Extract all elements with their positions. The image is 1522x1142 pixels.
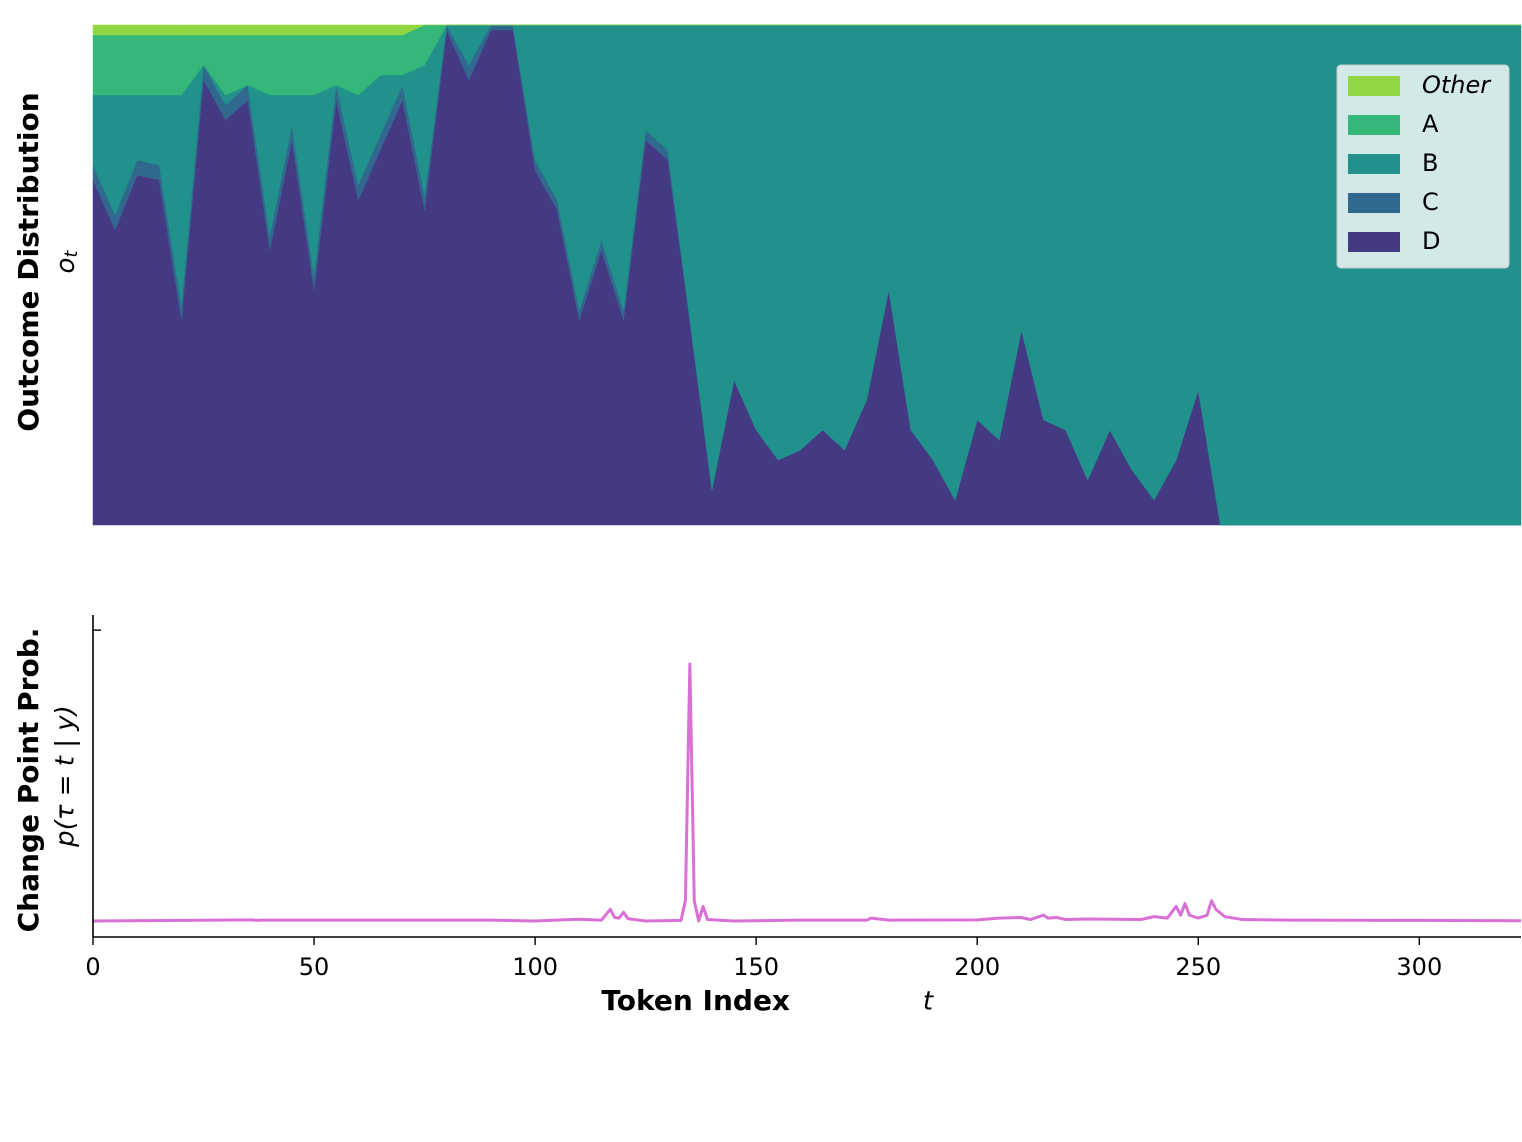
legend-label: D [1422,227,1440,255]
x-tick-label: 250 [1175,953,1221,981]
legend-swatch [1348,115,1400,135]
legend-swatch [1348,193,1400,213]
y-axis-label: Outcome Distribution [12,92,45,431]
legend-label: A [1422,110,1439,138]
x-tick-label: 200 [954,953,1000,981]
symbol-sub: t [61,250,82,258]
x-tick-label: 100 [512,953,558,981]
legend-swatch [1348,232,1400,252]
x-tick-label: 50 [299,953,330,981]
legend-label: C [1422,188,1439,216]
line [92,662,1522,923]
x-tick-label: 0 [85,953,100,981]
legend-swatch [1348,76,1400,96]
x-axis-label: Token Index [601,984,790,1017]
x-tick-label: 300 [1396,953,1442,981]
area [92,24,1521,36]
legend-label: Other [1422,71,1492,99]
y-axis-symbol: ot [51,250,83,274]
legend-label: B [1422,149,1438,177]
legend-swatch [1348,154,1400,174]
plot-area [92,24,1522,526]
x-tick-label: 150 [733,953,779,981]
y-axis-label: Change Point Prob. [12,628,45,933]
y-axis-symbol: p(τ = t | y) [51,705,81,848]
symbol-base: o [51,258,81,274]
x-axis-symbol: t [923,987,934,1017]
